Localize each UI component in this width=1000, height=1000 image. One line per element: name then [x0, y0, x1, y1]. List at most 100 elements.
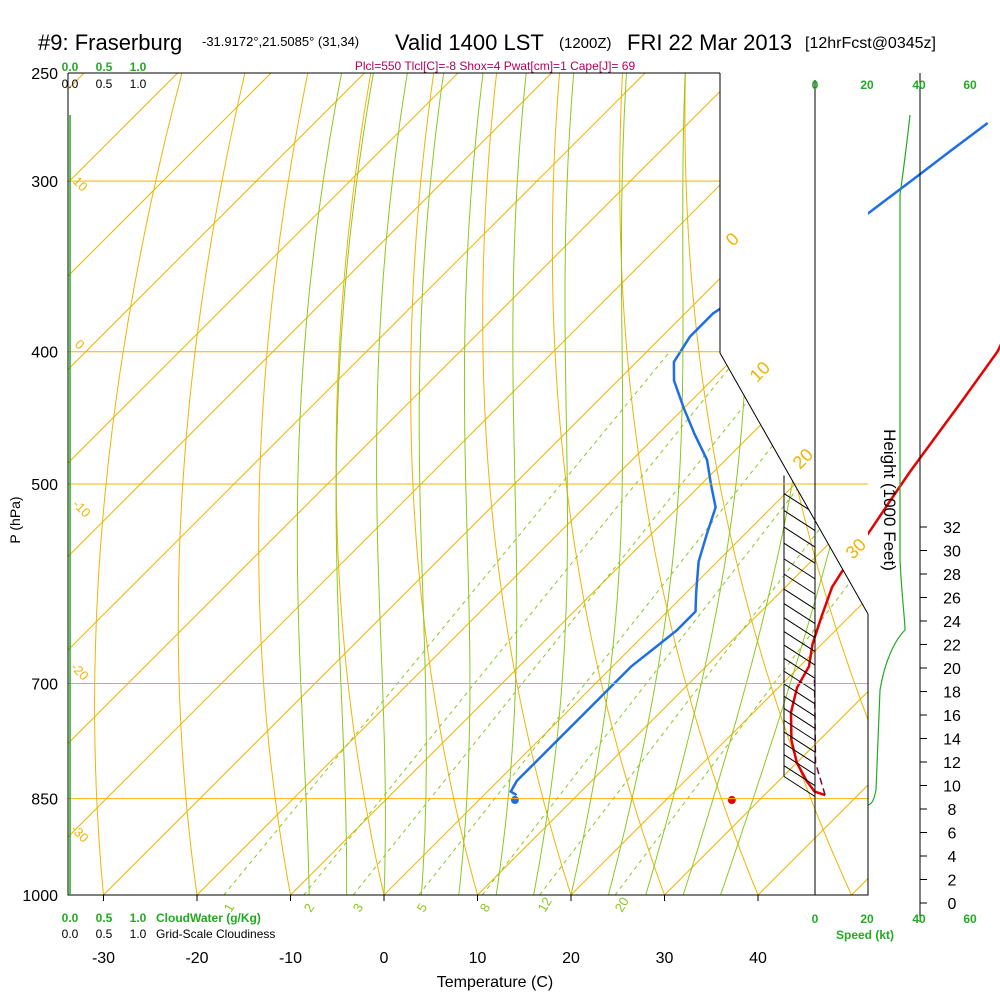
- isotherm-line: [68, 73, 272, 277]
- temperature-tick-label: 40: [749, 950, 767, 967]
- wind-barb-staff: [783, 776, 816, 797]
- cloudwater-scale-top: 0.5: [96, 60, 113, 74]
- cloudwater-scale-top: 1.0: [130, 60, 147, 74]
- dry-adiabat-label: -30: [68, 822, 92, 846]
- wind-barb-staff: [783, 754, 816, 776]
- surface-temperature-dot: [727, 796, 736, 805]
- moist-adiabat-line: [570, 73, 627, 895]
- height-tick-label: 2: [948, 873, 957, 890]
- indices-text: Plcl=550 Tlcl[C]=-8 Shox=4 Pwat[cm]=1 Ca…: [355, 59, 636, 73]
- speed-scale-top: 0: [812, 78, 819, 92]
- x-axis-title: Temperature (C): [437, 974, 553, 991]
- speed-profile-line: [867, 114, 911, 806]
- height-tick-label: 22: [943, 638, 961, 655]
- dry-adiabat-line: [684, 73, 853, 895]
- moist-adiabat-line: [607, 73, 686, 895]
- dry-adiabat-line: [94, 73, 183, 895]
- dry-adiabat-line: [551, 73, 666, 895]
- moist-adiabat-line: [376, 73, 408, 895]
- cloudiness-scale-bottom: 1.0: [130, 927, 147, 941]
- height-tick-label: 10: [943, 779, 961, 796]
- dry-adiabat-line: [258, 73, 309, 895]
- wind-barb-staff: [783, 765, 816, 787]
- temperature-tick-label: 30: [656, 950, 674, 967]
- date-text: FRI 22 Mar 2013: [627, 30, 792, 55]
- speed-scale-bottom: 0: [812, 912, 819, 926]
- utc-time: (1200Z): [559, 35, 612, 52]
- wind-barb: [783, 599, 816, 639]
- height-tick-label: 30: [943, 544, 961, 561]
- isotherm-line: [68, 73, 459, 464]
- cloudwater-scale-bottom: 1.0: [130, 911, 147, 925]
- moist-adiabat-line: [720, 380, 868, 895]
- temperature-tick-label: 10: [469, 950, 487, 967]
- wind-barb-staff: [783, 617, 816, 639]
- mixing-ratio-line: [539, 464, 868, 895]
- moist-adiabat-line: [458, 73, 484, 895]
- moist-adiabat-line: [296, 73, 343, 895]
- wind-barb-staff: [783, 558, 816, 580]
- temperature-tick-label: -20: [185, 950, 208, 967]
- isotherm-line: [664, 690, 868, 895]
- forecast-text: [12hrFcst@0345z]: [805, 35, 936, 52]
- mixing-ratio-label: 8: [477, 901, 494, 915]
- pressure-tick-label: 250: [31, 66, 58, 83]
- mixing-ratio-line: [303, 351, 743, 895]
- speed-scale-top: 40: [912, 78, 926, 92]
- wind-barb-staff: [783, 510, 816, 531]
- height-tick-label: 24: [943, 614, 961, 631]
- dry-adiabat-line: [619, 73, 759, 895]
- wind-barb: [783, 690, 816, 729]
- height-tick-label: 0: [948, 896, 957, 913]
- temperature-tick-label: -10: [279, 950, 302, 967]
- isotherm-line: [477, 503, 868, 895]
- mixing-ratio-label: 2: [301, 901, 318, 915]
- station-title: #9: Fraserburg: [38, 30, 182, 55]
- dry-adiabat-label: 10: [70, 174, 91, 195]
- mixing-ratio-label: 3: [350, 901, 367, 915]
- speed-scale-top: 20: [860, 78, 874, 92]
- cloudwater-scale-bottom: 0.0: [62, 911, 79, 925]
- speed-scale-bottom: 40: [912, 912, 926, 926]
- dry-adiabat-line: [482, 73, 572, 895]
- cloudiness-scale-top: 0.0: [62, 77, 79, 91]
- speed-label: Speed (kt): [836, 928, 894, 942]
- pressure-tick-label: 500: [31, 477, 58, 494]
- moist-adiabat-line: [495, 73, 527, 895]
- speed-scale-bottom: 20: [860, 912, 874, 926]
- speed-scale-top: 60: [963, 78, 977, 92]
- wind-barb: [783, 525, 816, 564]
- height-tick-label: 6: [948, 826, 957, 843]
- station-coords: -31.9172°,21.5085° (31,34): [202, 34, 359, 49]
- moist-adiabat-line: [335, 73, 374, 895]
- dry-adiabat-label: -10: [70, 497, 94, 521]
- height-axis-title: Height (1000 Feet): [880, 429, 899, 571]
- wind-barb-staff: [783, 743, 816, 764]
- cloudiness-scale-top: 0.5: [96, 77, 113, 91]
- wind-barb-staff: [783, 657, 816, 679]
- wind-barb-staff: [783, 526, 816, 548]
- mixing-ratio-label: 12: [535, 894, 555, 914]
- isotherm-line: [851, 877, 868, 895]
- height-tick-label: 12: [943, 755, 961, 772]
- wind-barb-staff: [783, 542, 816, 564]
- mixing-ratio-line: [223, 351, 671, 895]
- wind-barb: [783, 509, 816, 548]
- moist-adiabat-line: [533, 73, 575, 895]
- wind-barb: [783, 758, 816, 797]
- cloudwater-scale-top: 0.0: [62, 60, 79, 74]
- series-parcel: [813, 674, 826, 796]
- height-tick-label: 18: [943, 685, 961, 702]
- temperature-tick-label: 20: [562, 950, 580, 967]
- valid-time: Valid 1400 LST: [395, 30, 544, 55]
- height-tick-label: 20: [943, 661, 961, 678]
- mixing-ratio-label: 5: [414, 901, 431, 915]
- cloudiness-label: Grid-Scale Cloudiness: [156, 927, 275, 941]
- dry-adiabat-label: 0: [72, 337, 88, 353]
- wind-barb-staff: [783, 644, 816, 666]
- cloudwater-scale-bottom: 0.5: [96, 911, 113, 925]
- moist-adiabat-line: [418, 73, 445, 895]
- wind-barb-staff: [783, 695, 816, 717]
